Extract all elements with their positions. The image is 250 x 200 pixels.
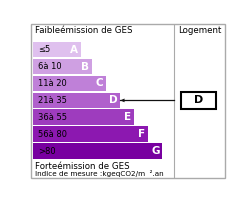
Bar: [33, 126, 148, 142]
Text: B: B: [81, 62, 89, 72]
Polygon shape: [120, 99, 124, 102]
Text: D: D: [194, 95, 203, 105]
Text: F: F: [138, 129, 145, 139]
Text: >80: >80: [38, 147, 56, 156]
Text: Logement: Logement: [178, 26, 221, 35]
Text: 36à 55: 36à 55: [38, 113, 67, 122]
Bar: [33, 42, 81, 57]
Text: A: A: [70, 45, 78, 55]
Text: G: G: [151, 146, 160, 156]
Bar: [33, 109, 134, 125]
Text: C: C: [96, 78, 103, 88]
Bar: [33, 93, 120, 108]
Text: 6à 10: 6à 10: [38, 62, 62, 71]
Text: 56à 80: 56à 80: [38, 130, 67, 139]
Text: ≤5: ≤5: [38, 45, 50, 54]
Text: Faibleémission de GES: Faibleémission de GES: [35, 26, 132, 35]
Text: 21à 35: 21à 35: [38, 96, 67, 105]
Text: D: D: [109, 95, 117, 105]
FancyBboxPatch shape: [182, 92, 216, 109]
Bar: [33, 59, 92, 74]
Bar: [33, 76, 106, 91]
Text: E: E: [124, 112, 132, 122]
Text: Indice de mesure :kgeqCO2/m  ².an: Indice de mesure :kgeqCO2/m ².an: [35, 170, 164, 177]
Text: Forteémission de GES: Forteémission de GES: [35, 162, 130, 171]
Text: 11à 20: 11à 20: [38, 79, 67, 88]
Bar: [33, 143, 162, 159]
